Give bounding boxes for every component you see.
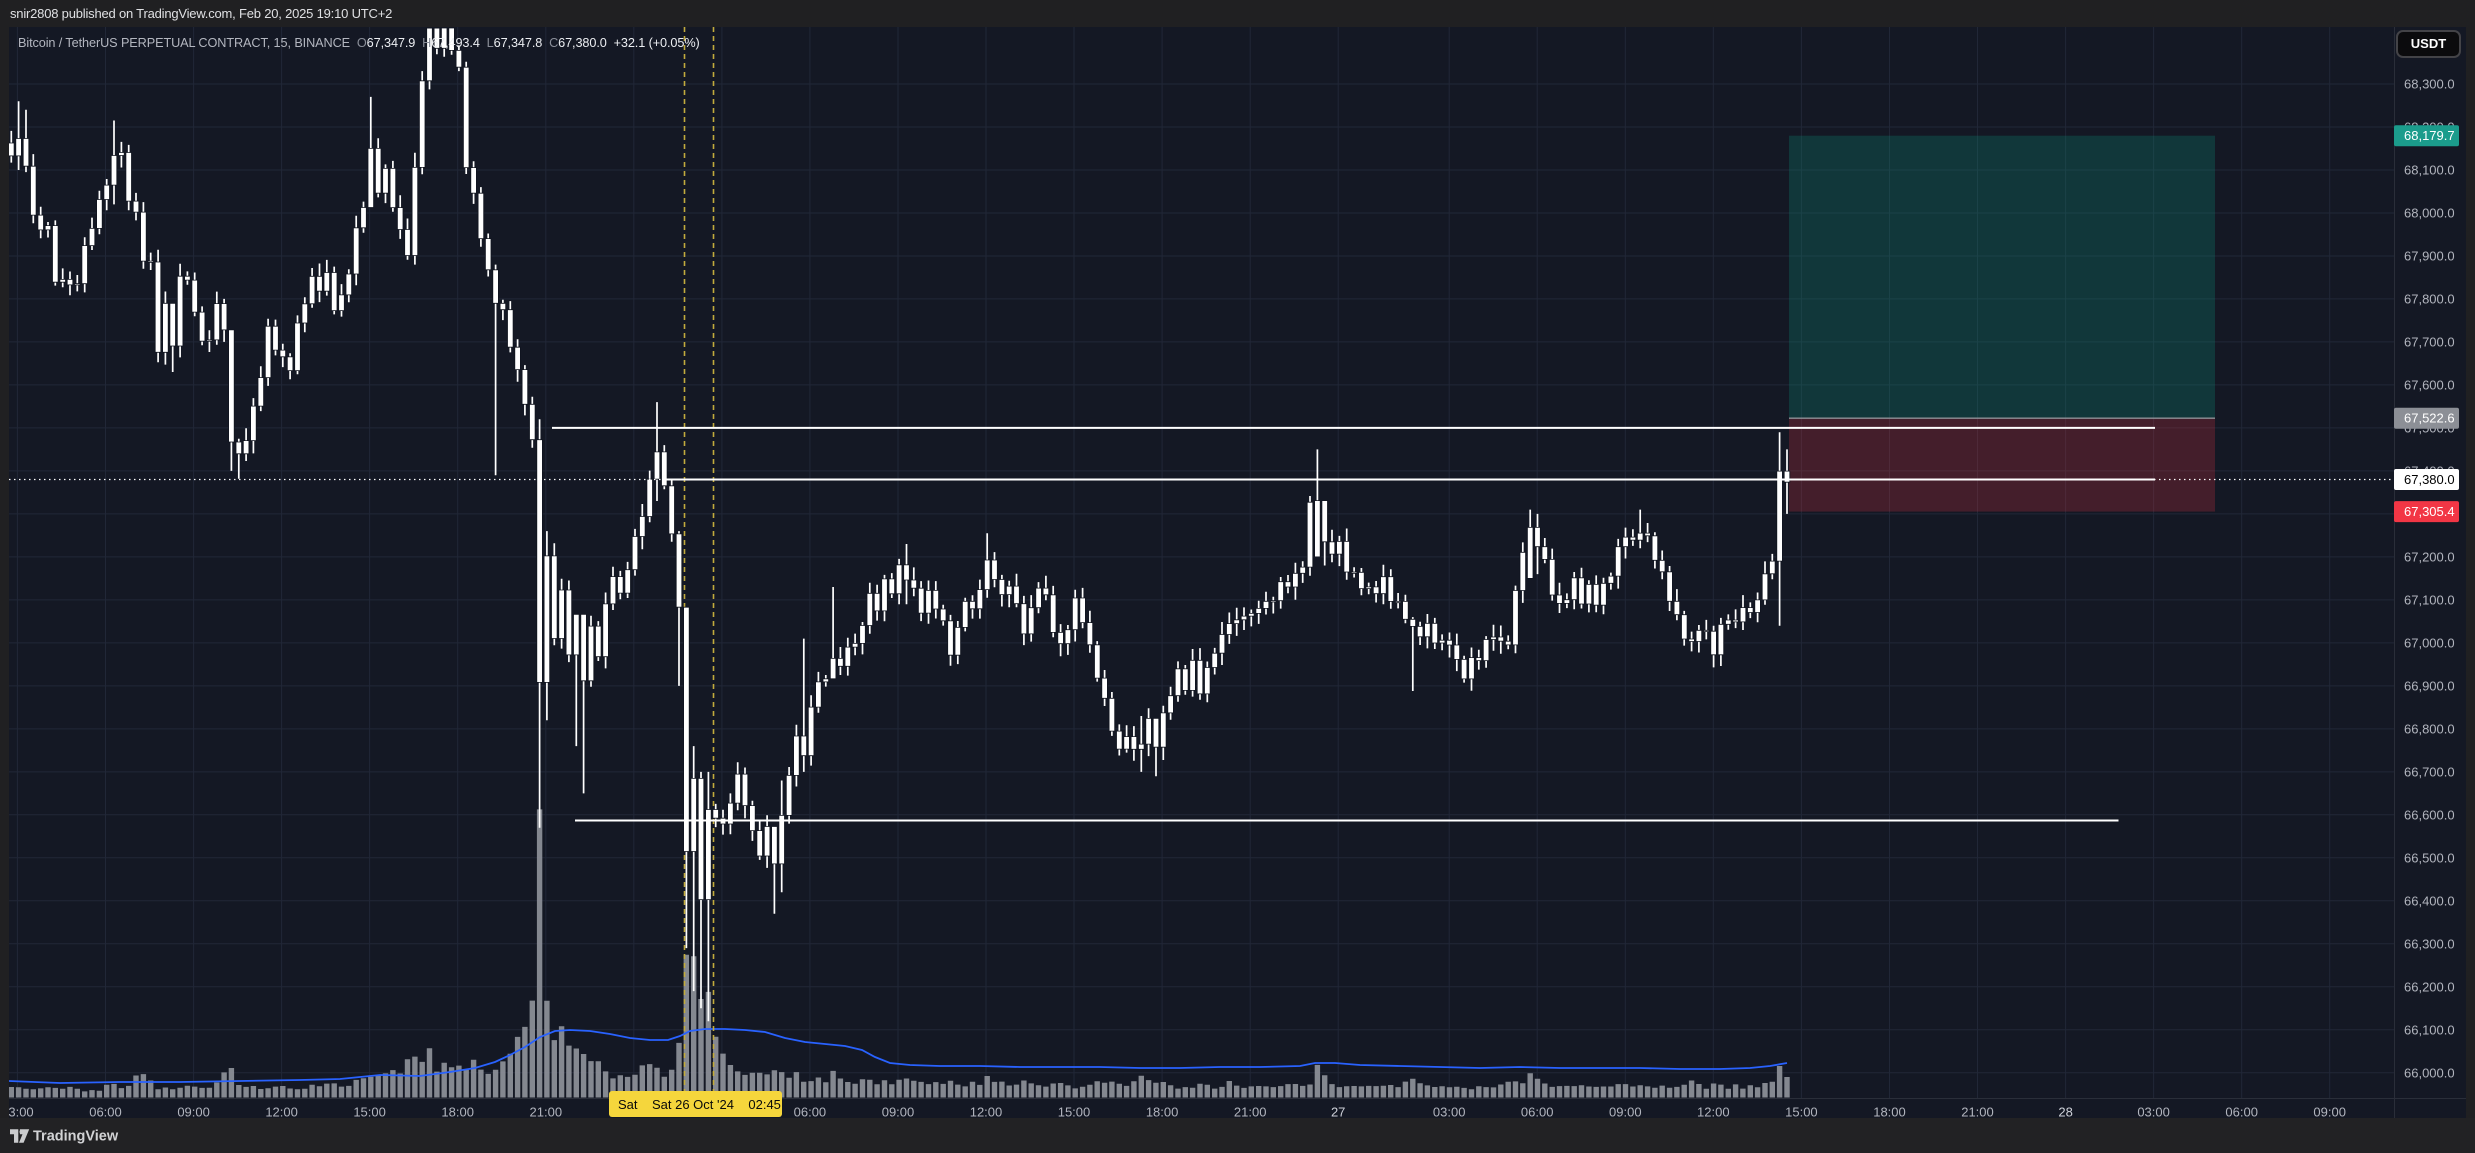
svg-text:12:00: 12:00	[1697, 1105, 1730, 1120]
svg-text:68,000.0: 68,000.0	[2404, 206, 2455, 221]
svg-text:18:00: 18:00	[1146, 1105, 1179, 1120]
svg-text:66,700.0: 66,700.0	[2404, 764, 2455, 779]
svg-text:21:00: 21:00	[530, 1105, 563, 1120]
svg-text:66,000.0: 66,000.0	[2404, 1065, 2455, 1080]
svg-text:09:00: 09:00	[882, 1105, 915, 1120]
svg-text:67,700.0: 67,700.0	[2404, 334, 2455, 349]
svg-text:66,400.0: 66,400.0	[2404, 893, 2455, 908]
svg-text:03:00: 03:00	[1433, 1105, 1466, 1120]
svg-text:06:00: 06:00	[794, 1105, 827, 1120]
svg-text:15:00: 15:00	[353, 1105, 386, 1120]
svg-text:67,200.0: 67,200.0	[2404, 549, 2455, 564]
svg-text:27: 27	[1331, 1105, 1345, 1120]
svg-text:68,300.0: 68,300.0	[2404, 77, 2455, 92]
svg-text:09:00: 09:00	[177, 1105, 210, 1120]
svg-text:67,100.0: 67,100.0	[2404, 592, 2455, 607]
svg-text:68,179.7: 68,179.7	[2404, 128, 2455, 143]
svg-text:67,380.0: 67,380.0	[2404, 472, 2455, 487]
svg-text:66,300.0: 66,300.0	[2404, 936, 2455, 951]
svg-text:09:00: 09:00	[2313, 1105, 2346, 1120]
svg-text:12:00: 12:00	[970, 1105, 1003, 1120]
svg-text:66,100.0: 66,100.0	[2404, 1022, 2455, 1037]
svg-text:03:00: 03:00	[2137, 1105, 2170, 1120]
svg-text:09:00: 09:00	[1609, 1105, 1642, 1120]
svg-text:21:00: 21:00	[1234, 1105, 1267, 1120]
svg-text:06:00: 06:00	[2225, 1105, 2258, 1120]
svg-text:21:00: 21:00	[1961, 1105, 1994, 1120]
svg-text:67,305.4: 67,305.4	[2404, 504, 2455, 519]
svg-text:67,800.0: 67,800.0	[2404, 291, 2455, 306]
svg-text:18:00: 18:00	[1873, 1105, 1906, 1120]
svg-text:06:00: 06:00	[89, 1105, 122, 1120]
svg-text:03:00: 03:00	[1, 1105, 34, 1120]
svg-text:67,900.0: 67,900.0	[2404, 249, 2455, 264]
svg-text:12:00: 12:00	[265, 1105, 298, 1120]
svg-text:15:00: 15:00	[1785, 1105, 1818, 1120]
svg-text:18:00: 18:00	[441, 1105, 474, 1120]
svg-text:15:00: 15:00	[1058, 1105, 1091, 1120]
svg-text:67,600.0: 67,600.0	[2404, 377, 2455, 392]
svg-text:68,100.0: 68,100.0	[2404, 163, 2455, 178]
svg-text:TradingView: TradingView	[33, 1129, 119, 1145]
svg-text:67,522.6: 67,522.6	[2404, 411, 2455, 426]
svg-text:67,000.0: 67,000.0	[2404, 635, 2455, 650]
svg-text:66,200.0: 66,200.0	[2404, 979, 2455, 994]
svg-text:66,800.0: 66,800.0	[2404, 721, 2455, 736]
svg-text:66,600.0: 66,600.0	[2404, 807, 2455, 822]
svg-text:66,900.0: 66,900.0	[2404, 678, 2455, 693]
svg-text:66,500.0: 66,500.0	[2404, 850, 2455, 865]
svg-text:Sat Sat 26 Oct '24 02:45: Sat Sat 26 Oct '24 02:45	[618, 1097, 781, 1112]
svg-text:06:00: 06:00	[1521, 1105, 1554, 1120]
svg-text:28: 28	[2058, 1105, 2072, 1120]
